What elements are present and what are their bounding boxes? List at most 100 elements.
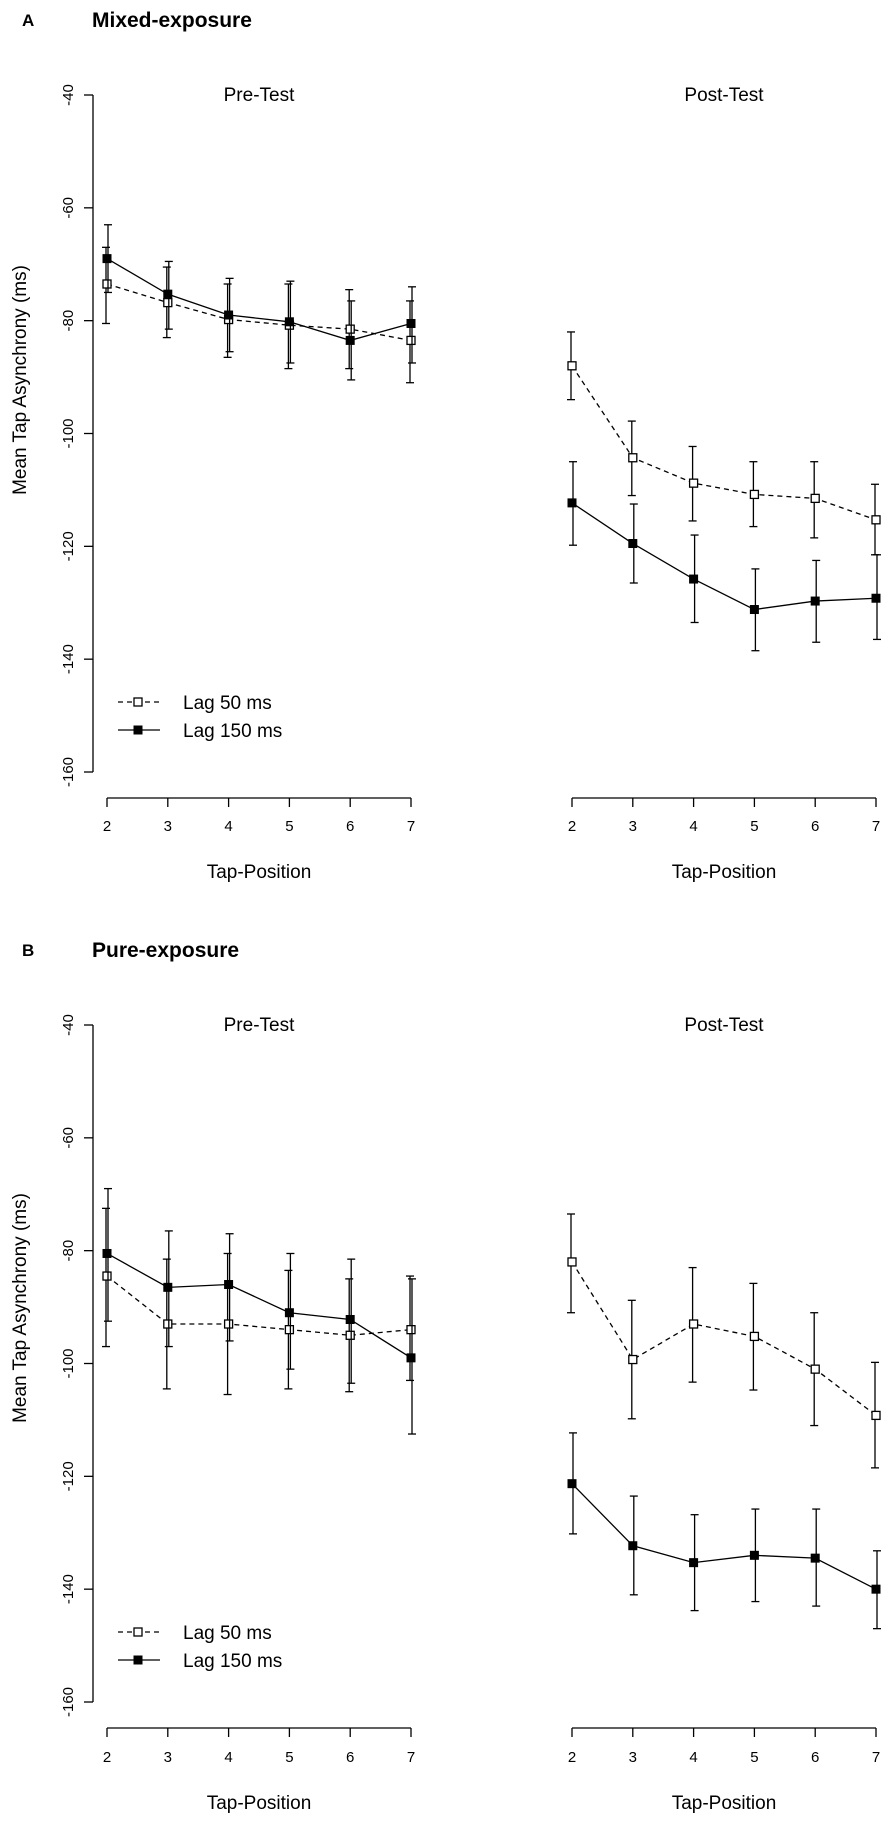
x-tick-label: 7 (872, 1749, 880, 1766)
point-lag-150 (284, 317, 294, 327)
point-lag-150 (163, 289, 173, 299)
point-lag-150 (810, 1553, 820, 1563)
point-lag-50 (102, 279, 112, 289)
post-test-title: Post-Test (684, 1015, 764, 1036)
point-lag-50 (163, 1319, 173, 1329)
series-line-lag-50 (106, 1275, 412, 1336)
x-tick-label: 2 (568, 818, 576, 835)
point-lag-150 (628, 1541, 638, 1551)
pre-test-x-axis-label: Tap-Position (207, 1793, 312, 1814)
y-tick-label: -140 (60, 1574, 77, 1604)
x-tick-label: 3 (629, 818, 637, 835)
legend-label-lag-50: Lag 50 ms (183, 1623, 272, 1644)
point-lag-150 (871, 1584, 881, 1594)
series-line-lag-150 (106, 1252, 412, 1359)
point-lag-150 (345, 1314, 355, 1324)
point-lag-50 (688, 478, 699, 488)
point-lag-50 (567, 1257, 577, 1267)
x-tick-label: 4 (689, 1749, 697, 1766)
point-lag-150 (567, 498, 577, 508)
x-tick-label: 5 (285, 1749, 293, 1766)
point-lag-150 (102, 254, 112, 264)
panel-a: A Mixed-exposure Mean Tap Asynchrony (ms… (10, 9, 881, 883)
series-line-lag-50 (571, 1261, 877, 1416)
point-lag-150 (406, 1353, 416, 1363)
y-tick-label: -80 (60, 1240, 77, 1262)
point-lag-50 (102, 1271, 112, 1281)
point-lag-50 (406, 1325, 416, 1335)
legend-marker-lag-150 (133, 725, 143, 735)
legend-marker-lag-50 (133, 697, 143, 707)
x-tick-label: 6 (346, 818, 354, 835)
x-tick-label: 2 (103, 818, 111, 835)
point-lag-50 (871, 1410, 881, 1421)
point-lag-50 (345, 324, 355, 334)
point-lag-150 (810, 596, 820, 606)
point-lag-50 (688, 1319, 699, 1329)
legend-label-lag-150: Lag 150 ms (183, 1651, 282, 1672)
point-lag-50 (871, 515, 881, 525)
point-lag-50 (628, 453, 638, 463)
x-tick-label: 6 (346, 1749, 354, 1766)
panel-letter: A (22, 11, 34, 30)
point-lag-150 (102, 1248, 112, 1258)
x-tick-label: 7 (407, 1749, 415, 1766)
pre-test-x-axis-label: Tap-Position (207, 862, 312, 883)
x-tick-label: 3 (629, 1749, 637, 1766)
x-tick-label: 6 (811, 818, 819, 835)
legend-marker-lag-150 (133, 1655, 143, 1665)
point-lag-150 (689, 1558, 699, 1568)
legend-marker-lag-50 (133, 1627, 143, 1637)
y-tick-label: -60 (60, 1127, 77, 1149)
point-lag-150 (871, 593, 881, 603)
y-tick-label: -40 (60, 1014, 77, 1036)
x-tick-label: 7 (407, 818, 415, 835)
series-line-lag-150 (106, 258, 412, 342)
y-tick-label: -60 (60, 197, 77, 219)
point-lag-50 (628, 1354, 638, 1365)
x-tick-label: 5 (750, 818, 758, 835)
pre-test-title: Pre-Test (224, 85, 295, 106)
x-tick-label: 4 (689, 818, 697, 835)
y-tick-label: -100 (60, 1348, 77, 1378)
pre-test-title: Pre-Test (224, 1015, 295, 1036)
y-tick-label: -160 (60, 1687, 77, 1717)
y-tick-label: -120 (60, 1461, 77, 1491)
series-line-lag-50 (571, 365, 877, 521)
x-tick-label: 3 (164, 818, 172, 835)
point-lag-150 (628, 539, 638, 549)
x-tick-label: 4 (224, 1749, 232, 1766)
legend-label-lag-50: Lag 50 ms (183, 693, 272, 714)
x-tick-label: 4 (224, 818, 232, 835)
x-tick-label: 5 (750, 1749, 758, 1766)
y-tick-label: -80 (60, 310, 77, 332)
post-test-x-axis-label: Tap-Position (672, 862, 777, 883)
legend-label-lag-150: Lag 150 ms (183, 721, 282, 742)
series-line-lag-50 (106, 283, 412, 342)
point-lag-50 (406, 335, 416, 346)
y-tick-label: -140 (60, 644, 77, 674)
y-tick-label: -120 (60, 531, 77, 561)
point-lag-150 (284, 1308, 294, 1318)
y-tick-label: -100 (60, 418, 77, 448)
x-tick-label: 6 (811, 1749, 819, 1766)
point-lag-50 (284, 1325, 295, 1335)
post-test-x-axis-label: Tap-Position (672, 1793, 777, 1814)
point-lag-150 (567, 1479, 577, 1489)
panel-title: Mixed-exposure (92, 9, 252, 32)
post-test-title: Post-Test (684, 85, 764, 106)
panel-b: B Pure-exposure Mean Tap Asynchrony (ms)… (10, 939, 881, 1814)
panel-letter: B (22, 941, 34, 960)
x-tick-label: 2 (568, 1749, 576, 1766)
point-lag-150 (689, 574, 699, 584)
point-lag-150 (749, 605, 759, 615)
panel-title: Pure-exposure (92, 939, 239, 962)
point-lag-150 (224, 310, 234, 320)
y-tick-label: -160 (60, 757, 77, 787)
point-lag-150 (345, 335, 355, 345)
legend: Lag 50 ms Lag 150 ms (118, 1623, 282, 1672)
point-lag-150 (749, 1550, 759, 1560)
series-line-lag-150 (571, 502, 877, 611)
x-tick-label: 5 (285, 818, 293, 835)
